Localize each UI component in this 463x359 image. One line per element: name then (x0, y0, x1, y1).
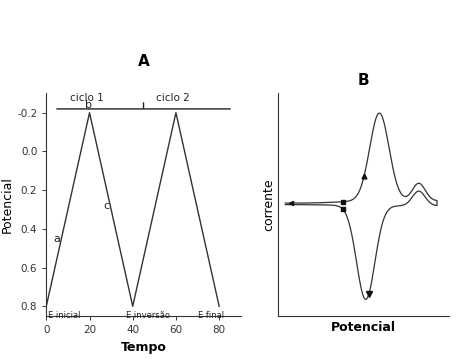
Text: E inicial: E inicial (49, 311, 81, 320)
Text: E inversão: E inversão (126, 311, 170, 320)
Y-axis label: corrente: corrente (262, 178, 275, 231)
Title: A: A (138, 53, 150, 69)
X-axis label: Potencial: Potencial (331, 321, 396, 335)
Title: B: B (357, 73, 369, 88)
Text: ciclo 2: ciclo 2 (156, 93, 189, 103)
X-axis label: Tempo: Tempo (120, 340, 167, 354)
Text: ciclo 1: ciclo 1 (70, 93, 104, 103)
Text: E final: E final (198, 311, 224, 320)
Y-axis label: Potencial: Potencial (1, 176, 14, 233)
Text: c: c (104, 201, 110, 211)
Text: b: b (85, 100, 92, 110)
Text: a: a (54, 233, 61, 243)
